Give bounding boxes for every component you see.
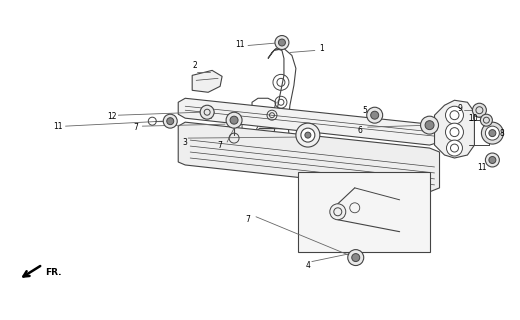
- Text: 2: 2: [193, 61, 198, 70]
- Polygon shape: [192, 70, 222, 92]
- Circle shape: [421, 116, 438, 134]
- Text: 7: 7: [218, 140, 223, 149]
- Circle shape: [446, 123, 463, 141]
- Text: 12: 12: [108, 112, 117, 121]
- Circle shape: [352, 253, 360, 261]
- Circle shape: [330, 204, 346, 220]
- Circle shape: [480, 114, 492, 126]
- Text: 3: 3: [183, 138, 188, 147]
- Circle shape: [230, 116, 238, 124]
- Text: 6: 6: [357, 126, 362, 135]
- Circle shape: [163, 114, 177, 128]
- Text: 7: 7: [245, 215, 251, 224]
- Text: 11: 11: [236, 40, 245, 49]
- Circle shape: [485, 153, 499, 167]
- Text: 7: 7: [133, 123, 138, 132]
- Circle shape: [425, 121, 434, 130]
- Circle shape: [200, 105, 214, 119]
- Circle shape: [348, 250, 363, 266]
- Text: 8: 8: [500, 129, 505, 138]
- Circle shape: [485, 126, 499, 140]
- Text: 10: 10: [469, 114, 478, 123]
- Polygon shape: [435, 100, 474, 158]
- Text: 11: 11: [53, 122, 62, 131]
- Text: 9: 9: [457, 104, 462, 113]
- Circle shape: [447, 140, 462, 156]
- Polygon shape: [178, 98, 439, 145]
- Circle shape: [489, 130, 496, 137]
- Circle shape: [446, 106, 463, 124]
- Circle shape: [167, 118, 174, 125]
- Circle shape: [226, 112, 242, 128]
- Text: 5: 5: [362, 106, 367, 115]
- Circle shape: [305, 132, 311, 138]
- Circle shape: [473, 103, 486, 117]
- Circle shape: [296, 123, 320, 147]
- Circle shape: [367, 107, 383, 123]
- Circle shape: [482, 122, 503, 144]
- Circle shape: [275, 36, 289, 50]
- Circle shape: [301, 128, 315, 142]
- Text: FR.: FR.: [46, 268, 62, 277]
- Circle shape: [489, 156, 496, 164]
- Circle shape: [278, 39, 285, 46]
- Circle shape: [371, 111, 379, 119]
- Text: 4: 4: [305, 261, 310, 270]
- Text: 1: 1: [319, 44, 324, 53]
- Polygon shape: [298, 172, 430, 252]
- Polygon shape: [178, 122, 439, 192]
- Text: 11: 11: [478, 164, 487, 172]
